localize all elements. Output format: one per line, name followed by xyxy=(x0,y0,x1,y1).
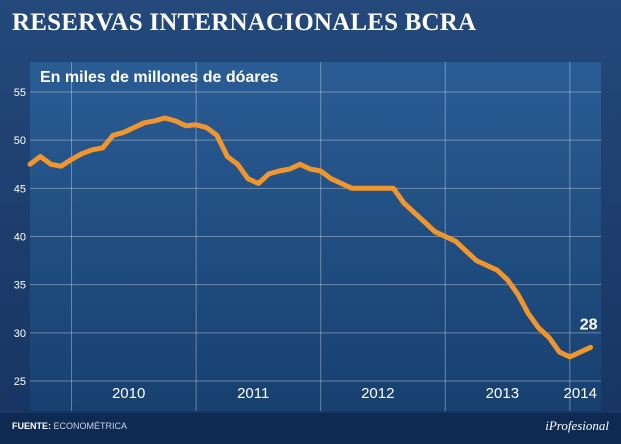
x-tick-label: 2011 xyxy=(237,385,269,402)
x-tick-label: 2012 xyxy=(361,385,394,402)
y-tick-label: 40 xyxy=(14,232,26,244)
end-value-label: 28 xyxy=(580,316,598,333)
chart: 25 30 35 40 45 50 55 2010 2011 2012 2013 2014 En m… xyxy=(14,62,601,411)
x-tick-label: 2013 xyxy=(486,385,519,402)
source-label: FUENTE: xyxy=(12,421,51,431)
y-tick-label: 30 xyxy=(14,328,26,340)
plot-area xyxy=(30,62,601,411)
y-tick-label: 35 xyxy=(14,280,26,292)
series-line xyxy=(27,115,594,360)
x-tick-label: 2010 xyxy=(112,385,145,402)
page-title: RESERVAS INTERNACIONALES BCRA xyxy=(12,9,477,36)
y-tick-label: 25 xyxy=(14,376,26,388)
source-value: ECONOMÉTRICA xyxy=(53,421,128,431)
source-note: FUENTE: ECONOMÉTRICA xyxy=(12,421,127,431)
y-tick-label: 55 xyxy=(14,87,26,99)
x-tick-label: 2014 xyxy=(564,385,597,402)
y-tick-label: 50 xyxy=(14,135,26,147)
footer xyxy=(0,413,621,444)
chart-subtitle: En miles de millones de dóares xyxy=(40,69,278,86)
y-tick-label: 45 xyxy=(14,183,26,195)
brand-logo: iProfesional xyxy=(545,418,609,433)
